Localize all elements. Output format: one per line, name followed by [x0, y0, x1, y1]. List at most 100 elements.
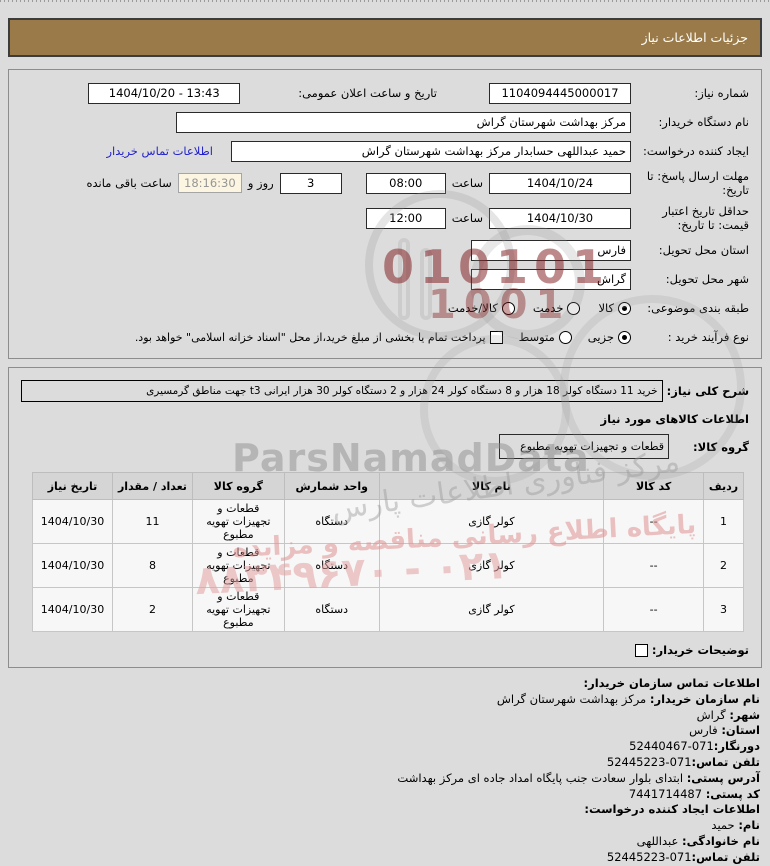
purchase-process-label: نوع فرآیند خرید : — [667, 330, 749, 344]
cell-item-code: -- — [603, 543, 705, 588]
cell-item-name: کولر گازی — [378, 587, 605, 632]
row-need-description: شرح کلی نیاز: خرید 11 دستگاه کولر 18 هزا… — [21, 380, 749, 402]
category-goods-label: کالا — [598, 301, 614, 315]
col-group: گروه کالا — [191, 472, 285, 500]
contact-line: نام خانوادگی: عبداللهی — [636, 833, 760, 848]
cell-quantity: 8 — [112, 543, 193, 588]
cell-unit: دستگاه — [283, 543, 380, 588]
subject-category-label: طبقه بندی موضوعی: — [647, 301, 749, 315]
table-row: 3 -- کولر گازی دستگاه قطعات و تجهیزات ته… — [31, 587, 744, 632]
reply-deadline-time-input[interactable]: 08:00 — [365, 172, 446, 194]
goods-table-header-row: ردیف کد کالا نام کالا واحد شمارش گروه کا… — [31, 472, 744, 500]
goods-info-title: اطلاعات کالاهای مورد نیاز — [600, 412, 749, 426]
need-number-input[interactable]: 1104094445000017 — [489, 82, 631, 104]
row-need-number: شماره نیاز: 1104094445000017 تاریخ و ساع… — [21, 82, 749, 104]
goods-group-box: قطعات و تجهیزات تهویه مطبوع — [499, 434, 670, 459]
row-request-creator: ایجاد کننده درخواست: حمید عبداللهی حسابد… — [21, 140, 749, 162]
countdown-timer: 18:16:30 — [177, 173, 242, 193]
table-row: 1 -- کولر گازی دستگاه قطعات و تجهیزات ته… — [31, 499, 744, 544]
need-description-label: شرح کلی نیاز: — [666, 384, 749, 398]
contact-line: آدرس پستی: ابتدای بلوار سعادت جنب پایگاه… — [397, 770, 760, 785]
need-description-box: خرید 11 دستگاه کولر 18 هزار و 8 دستگاه ک… — [21, 380, 663, 402]
cell-need-date: 1404/10/30 — [31, 543, 114, 588]
row-delivery-province: استان محل تحویل: فارس — [21, 239, 749, 261]
delivery-province-input[interactable]: فارس — [471, 239, 631, 261]
reply-deadline-hour-label: ساعت — [451, 176, 483, 190]
contact-line: نام سازمان خریدار: مرکز بهداشت شهرستان گ… — [496, 691, 760, 706]
cell-unit: دستگاه — [283, 499, 380, 544]
cell-item-code: -- — [603, 499, 705, 544]
reply-deadline-date-input[interactable]: 1404/10/24 — [489, 172, 631, 194]
col-unit: واحد شمارش — [283, 472, 380, 500]
cell-row-number: 2 — [703, 543, 744, 588]
cell-group: قطعات و تجهیزات تهویه مطبوع — [191, 543, 285, 588]
cell-item-name: کولر گازی — [378, 499, 605, 544]
announce-datetime-label: تاریخ و ساعت اعلان عمومی: — [298, 86, 437, 100]
col-item-name: نام کالا — [378, 472, 605, 500]
cell-quantity: 11 — [112, 499, 193, 544]
treasury-payment-label: پرداخت تمام یا بخشی از مبلغ خرید،از محل … — [134, 330, 486, 344]
delivery-province-label: استان محل تحویل: — [658, 243, 749, 257]
request-creator-label: ایجاد کننده درخواست: — [643, 144, 749, 158]
contact-line: نام: حمید — [711, 818, 760, 833]
cell-row-number: 3 — [703, 587, 744, 632]
price-validity-date-input[interactable]: 1404/10/30 — [489, 207, 631, 229]
buyer-notes-checkbox[interactable] — [634, 643, 648, 657]
goods-table: ردیف کد کالا نام کالا واحد شمارش گروه کا… — [31, 472, 744, 632]
delivery-city-input[interactable]: گراش — [471, 268, 631, 290]
row-buyer-org: نام دستگاه خریدار: مرکز بهداشت شهرستان گ… — [21, 111, 749, 133]
col-need-date: تاریخ نیاز — [31, 472, 114, 500]
treasury-payment-checkbox[interactable] — [489, 330, 503, 344]
process-minor-radio[interactable] — [618, 330, 631, 344]
buyer-contact-link[interactable]: اطلاعات تماس خریدار — [106, 144, 213, 158]
buyer-org-input[interactable]: مرکز بهداشت شهرستان گراش — [176, 111, 631, 133]
contact-line: دورنگار: 52440467-071 — [625, 739, 760, 754]
hours-remaining-label: ساعت باقی مانده — [86, 176, 172, 190]
top-dotted-border — [0, 0, 770, 2]
contact-line: تلفن تماس: 52445223-071 — [603, 849, 760, 864]
cell-row-number: 1 — [703, 499, 744, 544]
buyer-notes-label: توضیحات خریدار: — [651, 643, 749, 657]
days-and-label: روز و — [247, 176, 274, 190]
row-buyer-notes: توضیحات خریدار: — [21, 643, 749, 657]
cell-group: قطعات و تجهیزات تهویه مطبوع — [191, 587, 285, 632]
page-title: جزئیات اطلاعات نیاز — [8, 18, 762, 57]
contact-line: شهر: گراش — [696, 707, 760, 722]
process-medium-radio[interactable] — [558, 330, 572, 344]
contact-line: تلفن تماس: 52445223-071 — [603, 754, 760, 769]
col-item-code: کد کالا — [603, 472, 705, 500]
category-service-radio[interactable] — [567, 301, 581, 315]
category-service-label: خدمت — [532, 301, 564, 315]
cell-item-name: کولر گازی — [378, 543, 605, 588]
need-info-panel: شماره نیاز: 1104094445000017 تاریخ و ساع… — [8, 69, 762, 359]
goods-group-label: گروه کالا: — [693, 439, 749, 454]
row-reply-deadline: مهلت ارسال پاسخ: تا تاریخ: 1404/10/24 سا… — [21, 169, 750, 197]
cell-unit: دستگاه — [283, 587, 380, 632]
category-goods-service-radio[interactable] — [501, 301, 515, 315]
need-number-label: شماره نیاز: — [694, 86, 749, 100]
category-goods-radio[interactable] — [618, 301, 631, 315]
cell-need-date: 1404/10/30 — [31, 499, 114, 544]
row-delivery-city: شهر محل تحویل: گراش — [21, 268, 749, 290]
row-goods-group: گروه کالا: قطعات و تجهیزات تهویه مطبوع — [21, 434, 749, 459]
page-title-text: جزئیات اطلاعات نیاز — [641, 30, 748, 45]
cell-item-code: -- — [603, 587, 705, 632]
cell-quantity: 2 — [112, 587, 193, 632]
process-medium-label: متوسط — [518, 330, 555, 344]
remaining-days-input[interactable]: 3 — [279, 172, 342, 194]
request-creator-input[interactable]: حمید عبداللهی حسابدار مرکز بهداشت شهرستا… — [231, 140, 631, 162]
reply-deadline-label: مهلت ارسال پاسخ: تا تاریخ: — [646, 169, 749, 197]
table-row: 2 -- کولر گازی دستگاه قطعات و تجهیزات ته… — [31, 543, 744, 588]
process-minor-label: جزیی — [587, 330, 614, 344]
row-subject-category: طبقه بندی موضوعی: کالا خدمت کالا/خدمت — [21, 297, 749, 319]
col-row-number: ردیف — [703, 472, 744, 500]
row-price-validity: حداقل تاریخ اعتبار قیمت: تا تاریخ: 1404/… — [21, 204, 749, 232]
price-validity-time-input[interactable]: 12:00 — [365, 207, 446, 229]
delivery-city-label: شهر محل تحویل: — [665, 272, 749, 286]
contact-line: اطلاعات تماس سازمان خریدار: — [583, 676, 760, 690]
announce-datetime-input[interactable]: 1404/10/20 - 13:43 — [88, 82, 241, 104]
price-validity-label: حداقل تاریخ اعتبار قیمت: تا تاریخ: — [662, 204, 749, 232]
buyer-contact-section: اطلاعات تماس سازمان خریدار: نام سازمان خ… — [10, 676, 760, 866]
row-purchase-process: نوع فرآیند خرید : جزیی متوسط پرداخت تمام… — [21, 326, 749, 348]
goods-panel: شرح کلی نیاز: خرید 11 دستگاه کولر 18 هزا… — [8, 367, 762, 668]
